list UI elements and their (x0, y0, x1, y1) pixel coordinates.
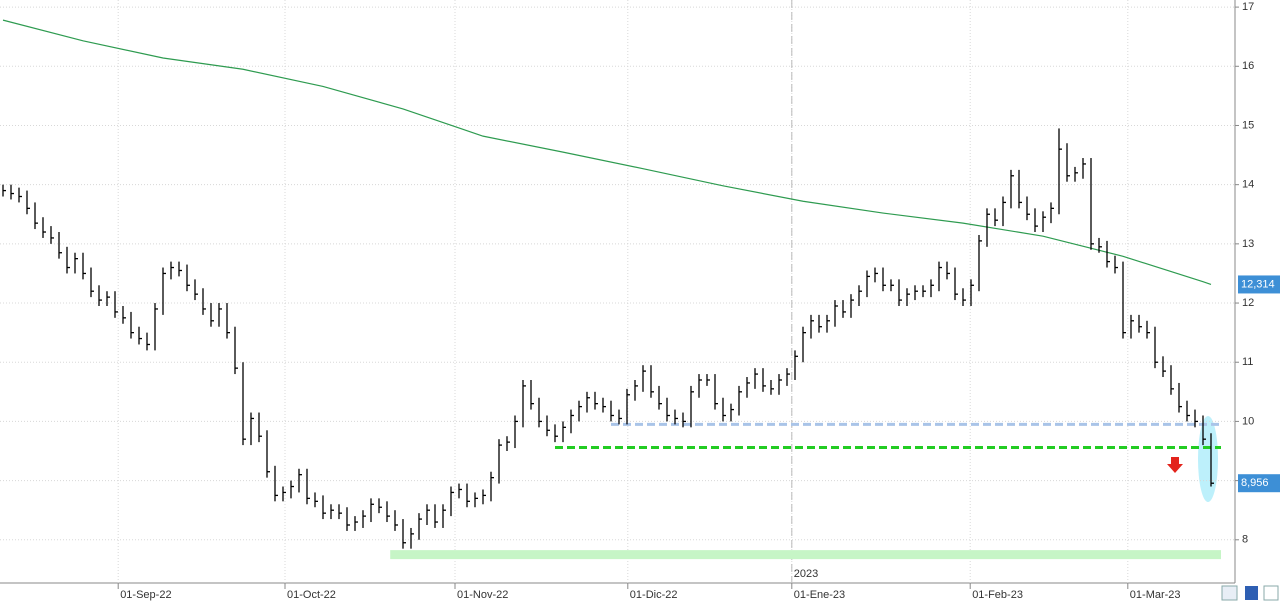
y-tick-label: 14 (1242, 179, 1254, 191)
down-arrow (1167, 457, 1183, 473)
y-tick-label: 17 (1242, 1, 1254, 13)
y-tick-label: 16 (1242, 60, 1254, 72)
x-tick-label: 01-Mar-23 (1130, 589, 1181, 601)
year-label: 2023 (794, 568, 818, 580)
toolbar-button[interactable] (1263, 585, 1279, 601)
x-tick-label: 01-Nov-22 (457, 589, 508, 601)
highlight-ellipse (1198, 416, 1218, 502)
x-tick-label: 01-Dic-22 (630, 589, 678, 601)
price-tag (1238, 275, 1280, 294)
moving-average (2, 19, 1212, 286)
price-tag-label: 8,956 (1241, 477, 1269, 489)
x-tick-label: 01-Sep-22 (120, 589, 171, 601)
x-tick-label: 01-Ene-23 (794, 589, 845, 601)
y-tick-label: 13 (1242, 238, 1254, 250)
y-tick-label: 15 (1242, 119, 1254, 131)
toolbar[interactable] (1221, 585, 1279, 601)
y-tick-label: 10 (1242, 415, 1254, 427)
price-tag (1238, 474, 1280, 493)
x-tick-label: 01-Oct-22 (287, 589, 336, 601)
x-tick-label: 01-Feb-23 (972, 589, 1023, 601)
toolbar-button[interactable] (1221, 585, 1238, 601)
y-tick-label: 12 (1242, 297, 1254, 309)
price-tag-label: 12,314 (1241, 278, 1275, 290)
y-tick-label: 11 (1242, 356, 1253, 368)
y-tick-label: 8 (1242, 534, 1248, 546)
save-button[interactable] (1245, 586, 1258, 600)
